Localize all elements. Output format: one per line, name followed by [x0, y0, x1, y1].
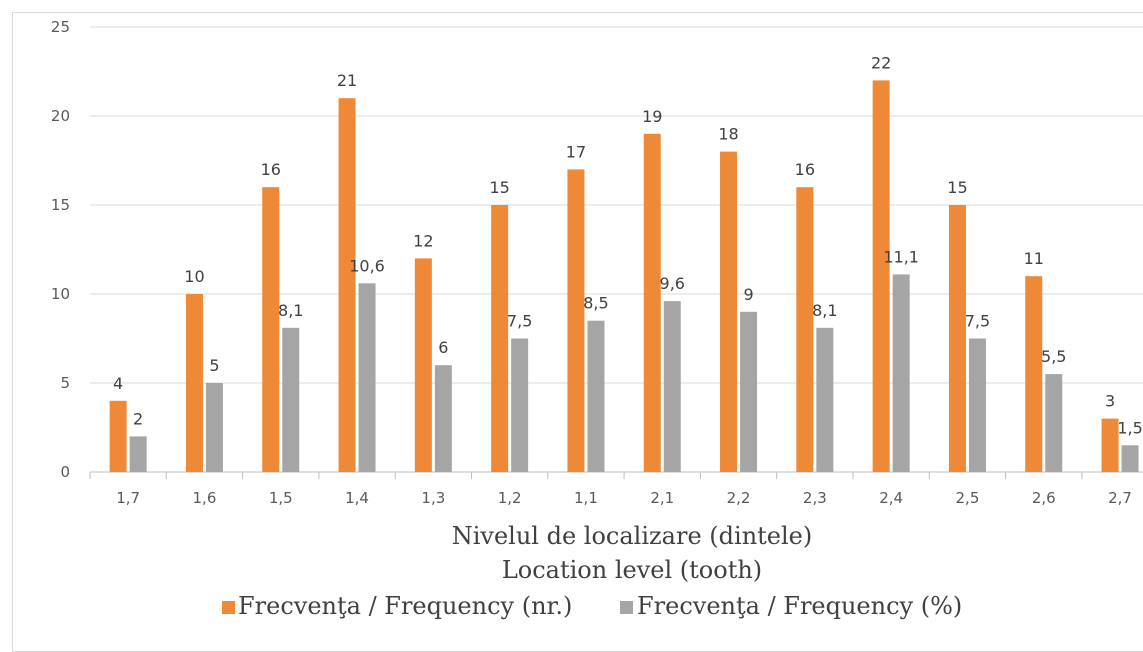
data-label-frequency-nr: 15 [947, 178, 967, 197]
bar-frequency-pct [892, 274, 910, 472]
bar-frequency-nr [109, 400, 127, 472]
bar-frequency-nr [720, 151, 738, 472]
bar-frequency-nr [643, 133, 661, 473]
data-label-frequency-nr: 10 [184, 267, 204, 286]
data-label-frequency-nr: 22 [871, 53, 891, 72]
data-label-frequency-nr: 15 [489, 178, 509, 197]
bar-frequency-pct [587, 320, 605, 472]
x-tick-label: 1,6 [193, 489, 217, 507]
legend-label-frequency-pct: Frecvenţa / Frequency (%) [637, 592, 962, 620]
bar-frequency-nr [1025, 276, 1043, 472]
data-label-frequency-pct: 1,5 [1117, 418, 1142, 437]
bar-frequency-pct [358, 283, 376, 472]
data-label-frequency-pct: 10,6 [349, 256, 385, 275]
legend-swatch-frequency-nr [222, 601, 235, 614]
data-label-frequency-pct: 11,1 [883, 247, 919, 266]
bar-frequency-pct [1121, 445, 1139, 472]
bar-frequency-pct [129, 436, 147, 472]
x-tick-label: 1,4 [345, 489, 369, 507]
data-label-frequency-nr: 4 [113, 374, 123, 393]
bar-frequency-nr [262, 187, 280, 472]
bar-frequency-pct [1045, 374, 1063, 472]
x-tick-label: 2,6 [1032, 489, 1056, 507]
data-label-frequency-pct: 8,5 [583, 294, 608, 313]
legend: Frecvenţa / Frequency (nr.) Frecvenţa / … [222, 592, 962, 620]
data-label-frequency-nr: 19 [642, 107, 662, 126]
x-tick-label: 2,1 [650, 489, 674, 507]
bar-frequency-nr [796, 187, 814, 472]
y-tick-label: 10 [51, 285, 70, 303]
data-label-frequency-nr: 17 [566, 142, 586, 161]
y-tick-label: 5 [60, 374, 70, 392]
data-label-frequency-nr: 16 [261, 160, 281, 179]
legend-label-frequency-nr: Frecvenţa / Frequency (nr.) [238, 592, 572, 620]
bar-frequency-pct [282, 327, 300, 472]
data-label-frequency-nr: 3 [1105, 392, 1115, 411]
y-tick-label: 20 [51, 107, 70, 125]
bar-frequency-nr [414, 258, 432, 472]
x-tick-label: 1,2 [498, 489, 522, 507]
x-tick-label: 2,7 [1108, 489, 1132, 507]
data-label-frequency-nr: 11 [1024, 249, 1044, 268]
bar-frequency-pct [663, 301, 681, 472]
data-label-frequency-pct: 7,5 [965, 312, 990, 331]
bar-frequency-pct [740, 311, 758, 472]
bar-frequency-nr [567, 169, 585, 472]
bar-frequency-nr [491, 205, 509, 472]
x-axis-title-line1: Nivelul de localizare (dintele) [452, 522, 813, 550]
data-label-frequency-pct: 7,5 [507, 312, 532, 331]
data-label-frequency-nr: 18 [718, 125, 738, 144]
y-tick-label: 0 [60, 463, 70, 481]
x-tick-label: 1,5 [269, 489, 293, 507]
data-label-frequency-pct: 6 [438, 338, 448, 357]
bar-frequency-nr [185, 294, 203, 472]
data-label-frequency-pct: 5,5 [1041, 347, 1066, 366]
bar-frequency-pct [205, 383, 223, 472]
bar-frequency-pct [434, 365, 452, 472]
y-tick-label: 15 [51, 196, 70, 214]
x-tick-label: 2,3 [803, 489, 827, 507]
bar-frequency-nr [872, 80, 890, 473]
bars [109, 80, 1139, 473]
x-axis-ticks: 1,7 1,6 1,5 1,4 1,3 1,2 1,1 2,1 2,2 2,3 2,4 2,5 2,6 2… [89, 472, 1132, 507]
bar-frequency-pct [816, 327, 834, 472]
x-axis-title-line2: Location level (tooth) [502, 556, 762, 584]
data-label-frequency-pct: 8,1 [278, 301, 303, 320]
y-axis-ticks: 0 5 10 15 20 25 [51, 18, 70, 481]
bar-frequency-pct [511, 338, 529, 472]
data-label-frequency-pct: 2 [133, 409, 143, 428]
legend-swatch-frequency-pct [620, 601, 633, 614]
x-tick-label: 1,1 [574, 489, 598, 507]
x-tick-label: 2,2 [727, 489, 751, 507]
data-label-frequency-nr: 21 [337, 71, 357, 90]
x-tick-label: 2,4 [879, 489, 903, 507]
data-label-frequency-nr: 12 [413, 231, 433, 250]
bar-frequency-pct [968, 338, 986, 472]
data-label-frequency-pct: 9,6 [660, 274, 685, 293]
data-label-frequency-pct: 8,1 [812, 301, 837, 320]
data-label-frequency-pct: 5 [209, 356, 219, 375]
x-tick-label: 1,3 [421, 489, 445, 507]
x-tick-label: 2,5 [956, 489, 980, 507]
data-labels: 4 10 16 21 12 15 17 19 18 16 22 15 11 3 2 5 8,1 10,6 6 7,5 8… [113, 53, 1143, 437]
bar-frequency-nr [948, 205, 966, 472]
x-tick-label: 1,7 [116, 489, 140, 507]
bar-frequency-nr [338, 98, 356, 472]
y-tick-label: 25 [51, 18, 70, 36]
data-label-frequency-pct: 9 [743, 285, 753, 304]
bar-frequency-nr [1101, 418, 1119, 472]
data-label-frequency-nr: 16 [795, 160, 815, 179]
